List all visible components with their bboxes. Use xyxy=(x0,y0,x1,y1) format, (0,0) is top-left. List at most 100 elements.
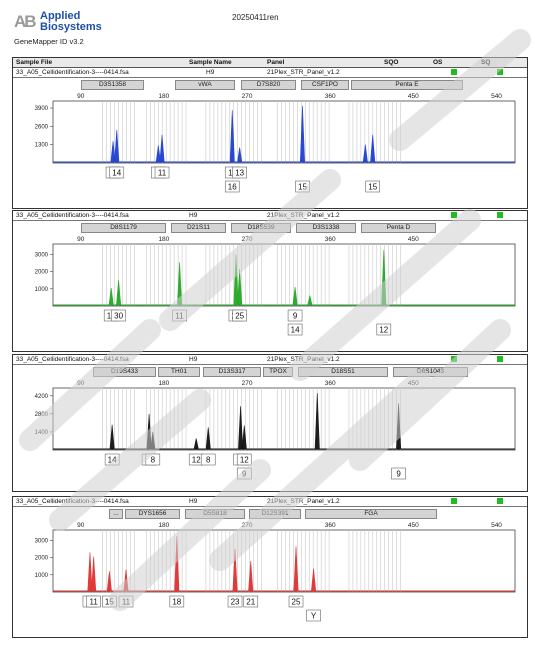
app-name: GeneMapper ID v3.2 xyxy=(14,37,84,46)
allele-label: 8 xyxy=(206,456,211,465)
allele-label: 21 xyxy=(246,598,255,607)
sample-file-value: 33_A05_Cellidentification-3----0414.fsa xyxy=(16,498,129,505)
sq-status-indicator xyxy=(497,498,503,504)
allele-label: 12 xyxy=(379,326,388,335)
marker-label[interactable]: vWA xyxy=(175,80,235,90)
x-tick-label: 90 xyxy=(77,236,85,243)
x-tick-label: 180 xyxy=(158,236,169,243)
marker-label[interactable]: D7S820 xyxy=(241,80,296,90)
sample-name-value: H9 xyxy=(206,69,215,76)
marker-label[interactable]: D5S818 xyxy=(185,509,245,519)
x-tick-label: 180 xyxy=(158,380,169,387)
marker-label[interactable]: D6S1043 xyxy=(393,367,468,377)
allele-label: 14 xyxy=(112,169,121,178)
x-tick-label: 450 xyxy=(408,236,419,243)
allele-label: 13 xyxy=(235,169,244,178)
col-os: OS xyxy=(433,59,443,66)
allele-label: 15 xyxy=(368,183,377,192)
x-tick-label: 450 xyxy=(408,380,419,387)
sample-file-value: 33_A05_Cellidentification-3----0414.fsa xyxy=(16,69,129,76)
allele-label: 12 xyxy=(240,456,249,465)
allele-label: 30 xyxy=(114,312,123,321)
sample-info-row: 33_A05_Cellidentification-3----0414.fsa … xyxy=(13,355,527,365)
os-status-indicator xyxy=(451,212,457,218)
x-tick-label: 270 xyxy=(242,380,253,387)
marker-label[interactable]: D8S1179 xyxy=(81,223,166,233)
panel-value: 21Plex_STR_Panel_v1.2 xyxy=(267,69,340,76)
marker-bar: D19S433 TH01 D13S317 TPOX D18S51 D6S1043 xyxy=(13,367,527,378)
allele-label: 12 xyxy=(192,456,201,465)
x-tick-label: 270 xyxy=(242,236,253,243)
x-tick-label: 270 xyxy=(242,93,253,100)
logo-mark: AB xyxy=(14,12,37,31)
electropherogram-plot: 901802703604501400280042001488128181299 xyxy=(35,380,516,480)
allele-label: 23 xyxy=(231,598,240,607)
x-tick-label: 360 xyxy=(325,522,336,529)
os-status-indicator xyxy=(451,356,457,362)
report-header: AB Applied Biosystems GeneMapper ID v3.2… xyxy=(0,0,535,50)
document-title: 20250411ren xyxy=(232,13,279,22)
sample-name-value: H9 xyxy=(189,356,198,363)
sample-info-row: 33_A05_Cellidentification-3----0414.fsa … xyxy=(13,211,527,221)
panel-value: 21Plex_STR_Panel_v1.2 xyxy=(267,498,340,505)
x-tick-label: 360 xyxy=(325,93,336,100)
electropherogram-plot: 90180270360450540100020003000X1115111823… xyxy=(35,522,516,622)
allele-label: 9 xyxy=(293,312,298,321)
x-tick-label: 90 xyxy=(77,522,85,529)
logo-text-line1: Applied xyxy=(40,10,81,22)
marker-label[interactable]: D19S433 xyxy=(93,367,156,377)
marker-label[interactable]: D13S317 xyxy=(203,367,261,377)
allele-label: 15 xyxy=(298,183,307,192)
x-tick-label: 540 xyxy=(491,522,502,529)
allele-label: 11 xyxy=(175,312,184,321)
x-tick-label: 180 xyxy=(158,93,169,100)
marker-label[interactable]: TH01 xyxy=(158,367,200,377)
allele-label: 14 xyxy=(291,326,300,335)
marker-label[interactable]: D18S539 xyxy=(231,223,291,233)
electropherogram-plot: 9018027036045010002000300012301120259141… xyxy=(35,236,516,336)
marker-label[interactable]: D3S1338 xyxy=(296,223,356,233)
marker-label[interactable]: Penta E xyxy=(351,80,463,90)
y-tick-label: 4200 xyxy=(35,394,49,400)
sample-info-row: 33_A05_Cellidentification-3----0414.fsa … xyxy=(13,497,527,507)
sample-file-value: 33_A05_Cellidentification-3----0414.fsa xyxy=(16,212,129,219)
y-tick-label: 2000 xyxy=(35,270,49,276)
allele-label: 15 xyxy=(105,598,114,607)
marker-label[interactable]: TPOX xyxy=(263,367,293,377)
sq-status-indicator xyxy=(497,356,503,362)
x-tick-label: 90 xyxy=(77,93,85,100)
y-tick-label: 3000 xyxy=(35,252,49,258)
marker-label[interactable]: ... xyxy=(109,509,123,519)
x-tick-label: 450 xyxy=(408,522,419,529)
marker-label[interactable]: CSF1PO xyxy=(301,80,349,90)
marker-label[interactable]: FGA xyxy=(305,509,437,519)
marker-label[interactable]: DYS1656 xyxy=(125,509,180,519)
marker-label[interactable]: D21S11 xyxy=(171,223,226,233)
col-sample-file: Sample File xyxy=(16,59,53,66)
allele-label: 14 xyxy=(108,456,117,465)
allele-label: 18 xyxy=(172,598,181,607)
os-status-indicator xyxy=(451,498,457,504)
electropherogram-panel: 33_A05_Cellidentification-3----0414.fsa … xyxy=(12,354,528,492)
marker-bar: ... DYS1656 D5S818 D12S391 FGA xyxy=(13,509,527,520)
sample-info-row: 33_A05_Cellidentification-3----0414.fsa … xyxy=(13,68,527,78)
marker-label[interactable]: D12S391 xyxy=(249,509,301,519)
sq-status-indicator xyxy=(497,69,503,75)
col-sample-name: Sample Name xyxy=(189,59,232,66)
sample-file-value: 33_A05_Cellidentification-3----0414.fsa xyxy=(16,356,129,363)
y-tick-label: 1400 xyxy=(35,430,49,436)
marker-label[interactable]: D18S51 xyxy=(298,367,388,377)
y-tick-label: 3000 xyxy=(35,538,49,544)
x-tick-label: 540 xyxy=(491,93,502,100)
electropherogram-plot: 9018027036045054013002600390015148111113… xyxy=(35,93,516,193)
marker-label[interactable]: Penta D xyxy=(361,223,436,233)
y-tick-label: 2600 xyxy=(35,124,49,130)
y-tick-label: 2800 xyxy=(35,412,49,418)
allele-label: 16 xyxy=(228,183,237,192)
allele-label: 9 xyxy=(396,470,401,479)
os-status-indicator xyxy=(451,69,457,75)
allele-label: 8 xyxy=(151,456,156,465)
marker-label[interactable]: D3S1358 xyxy=(81,80,144,90)
col-sq: SQ xyxy=(481,59,491,66)
